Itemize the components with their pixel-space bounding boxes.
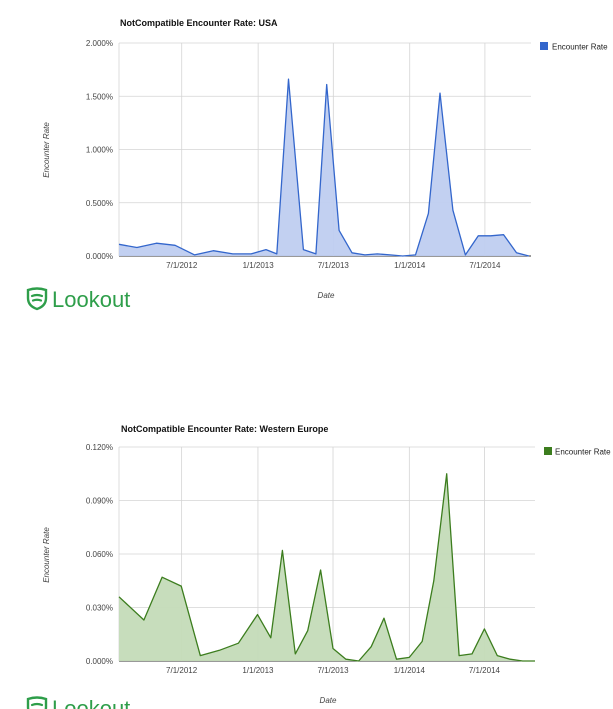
we-x-tick-label: 7/1/2013 <box>317 666 349 675</box>
usa-y-tick-label: 0.000% <box>86 252 113 261</box>
usa-chart: NotCompatible Encounter Rate: USA 0.000%… <box>42 18 608 300</box>
we-y-tick-label: 0.060% <box>86 550 113 559</box>
usa-x-tick-label: 1/1/2014 <box>394 261 426 270</box>
usa-x-axis-label: Date <box>318 291 335 300</box>
lookout-logo-text-2: Lookout <box>52 696 130 709</box>
we-area-fill <box>119 473 535 661</box>
we-y-tick-label: 0.030% <box>86 604 113 613</box>
lookout-logo-2: Lookout <box>26 696 130 709</box>
usa-y-tick-label: 2.000% <box>86 39 113 48</box>
usa-y-ticks: 0.000% 0.500% 1.000% 1.500% 2.000% <box>86 39 113 261</box>
we-x-tick-label: 1/1/2013 <box>242 666 274 675</box>
we-x-tick-label: 7/1/2014 <box>469 666 501 675</box>
we-y-ticks: 0.000% 0.030% 0.060% 0.090% 0.120% <box>86 443 113 666</box>
we-y-tick-label: 0.090% <box>86 497 113 506</box>
we-x-axis-label: Date <box>320 696 337 705</box>
we-y-tick-label: 0.120% <box>86 443 113 452</box>
we-chart-title: NotCompatible Encounter Rate: Western Eu… <box>121 424 328 434</box>
usa-x-tick-label: 7/1/2012 <box>166 261 198 270</box>
usa-legend-label: Encounter Rate <box>552 43 608 52</box>
usa-area-series <box>118 78 530 257</box>
we-y-axis-label: Encounter Rate <box>42 527 51 583</box>
lookout-logo: Lookout <box>26 287 130 312</box>
usa-y-axis-label: Encounter Rate <box>42 122 51 178</box>
we-legend-swatch <box>544 447 552 455</box>
usa-x-tick-label: 7/1/2013 <box>318 261 350 270</box>
usa-chart-title: NotCompatible Encounter Rate: USA <box>120 18 278 28</box>
usa-area-fill <box>119 79 529 256</box>
we-x-ticks: 7/1/2012 1/1/2013 7/1/2013 1/1/2014 7/1/2014 <box>166 666 500 675</box>
shield-icon <box>26 696 48 709</box>
we-series-line <box>118 473 535 662</box>
we-y-tick-label: 0.000% <box>86 657 113 666</box>
usa-y-tick-label: 0.500% <box>86 199 113 208</box>
usa-legend-swatch <box>540 42 548 50</box>
usa-y-tick-label: 1.500% <box>86 92 113 101</box>
we-x-tick-label: 1/1/2014 <box>394 666 426 675</box>
shield-icon <box>26 287 48 311</box>
lookout-logo-text: Lookout <box>52 287 130 312</box>
usa-x-tick-label: 1/1/2013 <box>243 261 275 270</box>
usa-x-tick-label: 7/1/2014 <box>469 261 501 270</box>
we-x-tick-label: 7/1/2012 <box>166 666 198 675</box>
we-area-series <box>118 473 536 662</box>
usa-series-line <box>118 78 530 257</box>
usa-y-tick-label: 1.000% <box>86 146 113 155</box>
we-legend-label: Encounter Rate <box>555 448 611 457</box>
western-europe-chart: NotCompatible Encounter Rate: Western Eu… <box>42 424 611 705</box>
usa-x-ticks: 7/1/2012 1/1/2013 7/1/2013 1/1/2014 7/1/2014 <box>166 261 501 270</box>
